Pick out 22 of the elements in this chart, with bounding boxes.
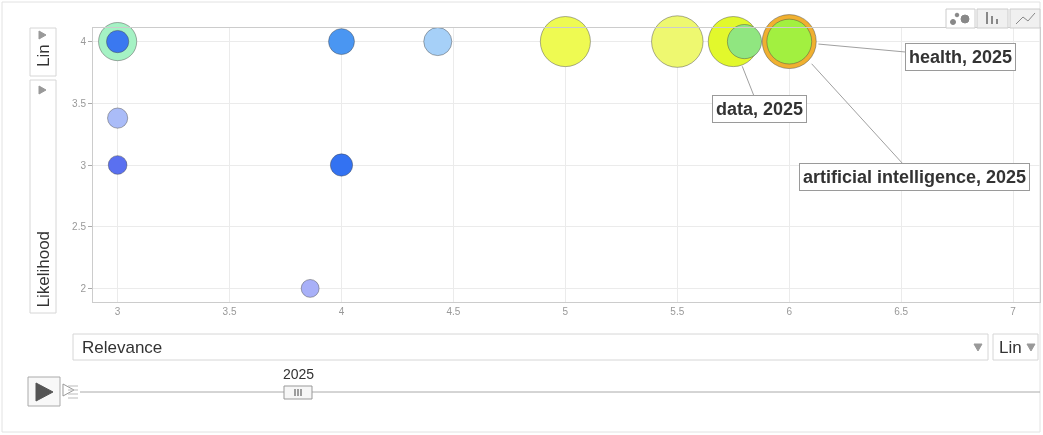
y-tick-label: 2 <box>80 282 87 294</box>
y-tick-label: 3.5 <box>72 97 87 109</box>
annotation: artificial intelligence, 2025 <box>803 167 1027 187</box>
text: 2025 <box>283 366 315 382</box>
x-tick-label: 5 <box>562 306 569 317</box>
text: Lin <box>999 338 1022 357</box>
x-tick-label: 6.5 <box>894 306 909 317</box>
x-tick-label: 5.5 <box>670 306 685 317</box>
x-tick-label: 6 <box>786 306 793 317</box>
x-axis-title: Relevance <box>82 338 163 357</box>
x-tick-label: 4 <box>338 306 345 317</box>
annotation: data, 2025 <box>716 99 804 119</box>
text: Lin <box>34 44 53 67</box>
x-tick-label: 3 <box>114 306 121 317</box>
y-axis-title: Likelihood <box>33 230 53 308</box>
y-tick-label: 3 <box>80 159 87 171</box>
annotation: health, 2025 <box>909 47 1013 67</box>
x-tick-label: 4.5 <box>446 306 461 317</box>
x-tick-label: 7 <box>1010 306 1017 317</box>
x-tick-label: 3.5 <box>222 306 237 317</box>
y-tick-label: 4 <box>80 36 87 48</box>
y-tick-label: 2.5 <box>72 221 87 233</box>
